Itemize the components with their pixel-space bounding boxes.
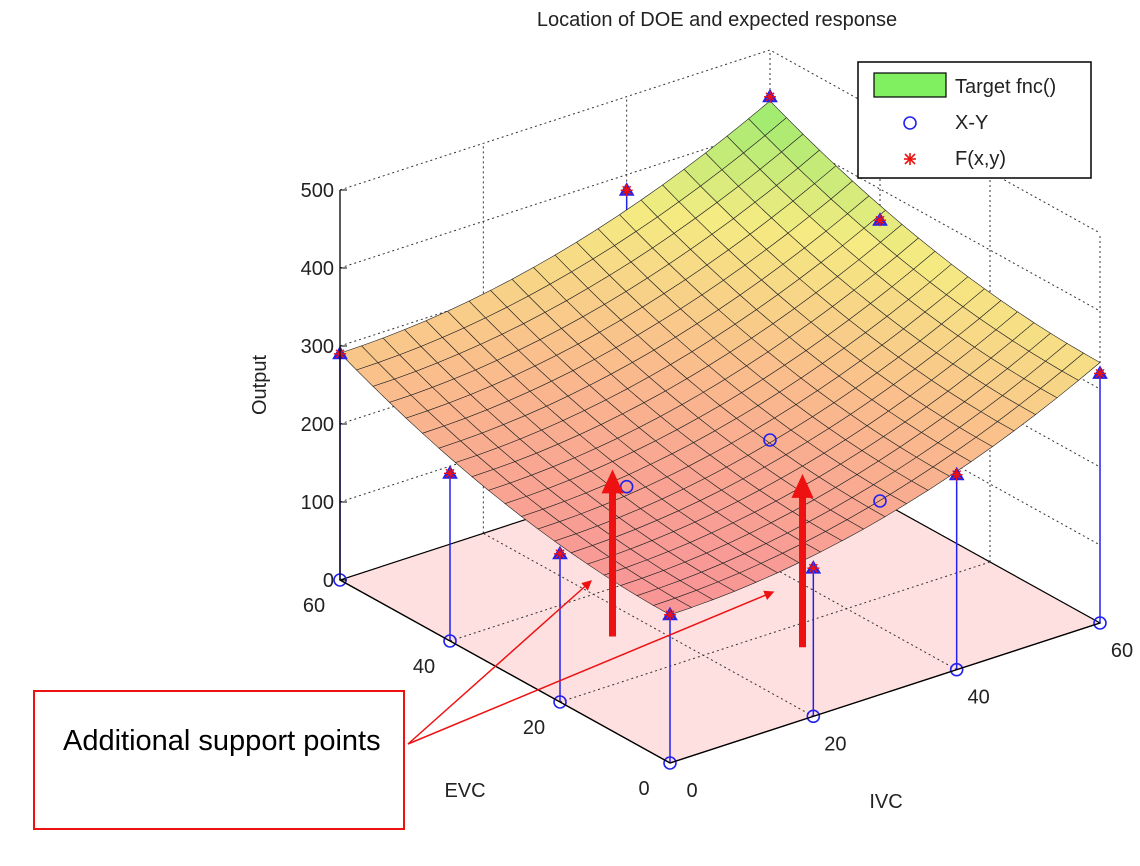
xy-point-0 — [663, 756, 677, 770]
star-stroke-3 — [555, 549, 565, 559]
callout-pointer-0 — [407, 580, 592, 745]
legend-circle-marker — [903, 116, 917, 130]
axes-layer — [339, 190, 1101, 764]
fxy-star-5 — [950, 468, 963, 481]
z-tick-label-2: 200 — [301, 414, 334, 436]
xy-point-7 — [763, 433, 777, 447]
star-stroke-3 — [765, 92, 775, 102]
x-axis-line — [669, 622, 1101, 764]
x-tick-label-2: 40 — [968, 687, 990, 709]
fxy-star-2 — [444, 467, 456, 480]
xy-point-1 — [553, 695, 567, 709]
fxy-star-0 — [664, 608, 676, 621]
star-stroke-3 — [665, 610, 675, 620]
fxy-star-9 — [874, 214, 886, 227]
callout-pointer-1 — [407, 590, 775, 745]
z-tick-label-0: 0 — [323, 570, 334, 592]
star-stroke-3 — [952, 470, 962, 480]
legend-label-fxy: F(x,y) — [955, 148, 1006, 170]
chart-title: Location of DOE and expected response — [537, 9, 897, 31]
y-axis-label: EVC — [444, 780, 485, 802]
star-stroke-3 — [445, 468, 455, 478]
star-stroke-3 — [622, 185, 632, 195]
xy-point-2 — [443, 634, 457, 648]
y-axis-line — [339, 579, 671, 764]
legend-label-xy: X-Y — [955, 112, 988, 134]
callout-box: Additional support points — [33, 690, 405, 830]
z-axis-label: Output — [249, 355, 271, 415]
z-tick-label-4: 400 — [301, 258, 334, 280]
star-stroke-3 — [875, 215, 885, 225]
fxy-star-8 — [620, 184, 633, 197]
legend: Target fnc() X-Y F(x,y) — [857, 61, 1092, 179]
x-tick-label-0: 0 — [686, 780, 697, 802]
star-stroke-3 — [808, 563, 818, 573]
support-arrow-head-0 — [601, 469, 624, 494]
support-arrow-head-1 — [791, 473, 814, 498]
star-stroke-3 — [1095, 368, 1105, 378]
floor-gridline-y-0 — [559, 561, 991, 703]
y-tick-label-1: 20 — [523, 717, 545, 739]
fxy-star-1 — [554, 547, 566, 560]
legend-label-target: Target fnc() — [955, 76, 1056, 98]
z-tick-label-1: 100 — [301, 492, 334, 514]
markers-layer — [332, 88, 1108, 770]
x-tick-label-3: 60 — [1111, 640, 1133, 662]
arrows-layer — [407, 469, 814, 745]
xy-point-6 — [1093, 616, 1107, 630]
ticks-layer: 0 100 200 300 400 500 0 20 40 60 0 20 40 60 — [301, 180, 1134, 802]
z-tick-label-3: 300 — [301, 336, 334, 358]
x-tick-label-1: 20 — [824, 733, 846, 755]
y-tick-label-2: 40 — [413, 656, 435, 678]
fxy-star-4 — [807, 562, 820, 575]
legend-star-marker — [904, 153, 916, 165]
xy-point-9 — [873, 494, 887, 508]
z-tick-label-5: 500 — [301, 180, 334, 202]
y-tick-label-0: 0 — [638, 778, 649, 800]
legend-surface-swatch — [873, 72, 947, 98]
z-gridline-5 — [339, 49, 1101, 234]
y-tick-label-3: 60 — [303, 595, 325, 617]
surface-cell-399 — [652, 597, 693, 616]
surface-layer — [339, 100, 1101, 616]
x-axis-label: IVC — [869, 791, 902, 813]
fxy-star-7 — [764, 90, 776, 103]
xy-point-4 — [806, 709, 821, 724]
xy-point-8 — [619, 479, 634, 494]
callout-text: Additional support points — [63, 725, 381, 757]
xy-point-5 — [949, 662, 964, 677]
fxy-star-6 — [1094, 367, 1106, 380]
